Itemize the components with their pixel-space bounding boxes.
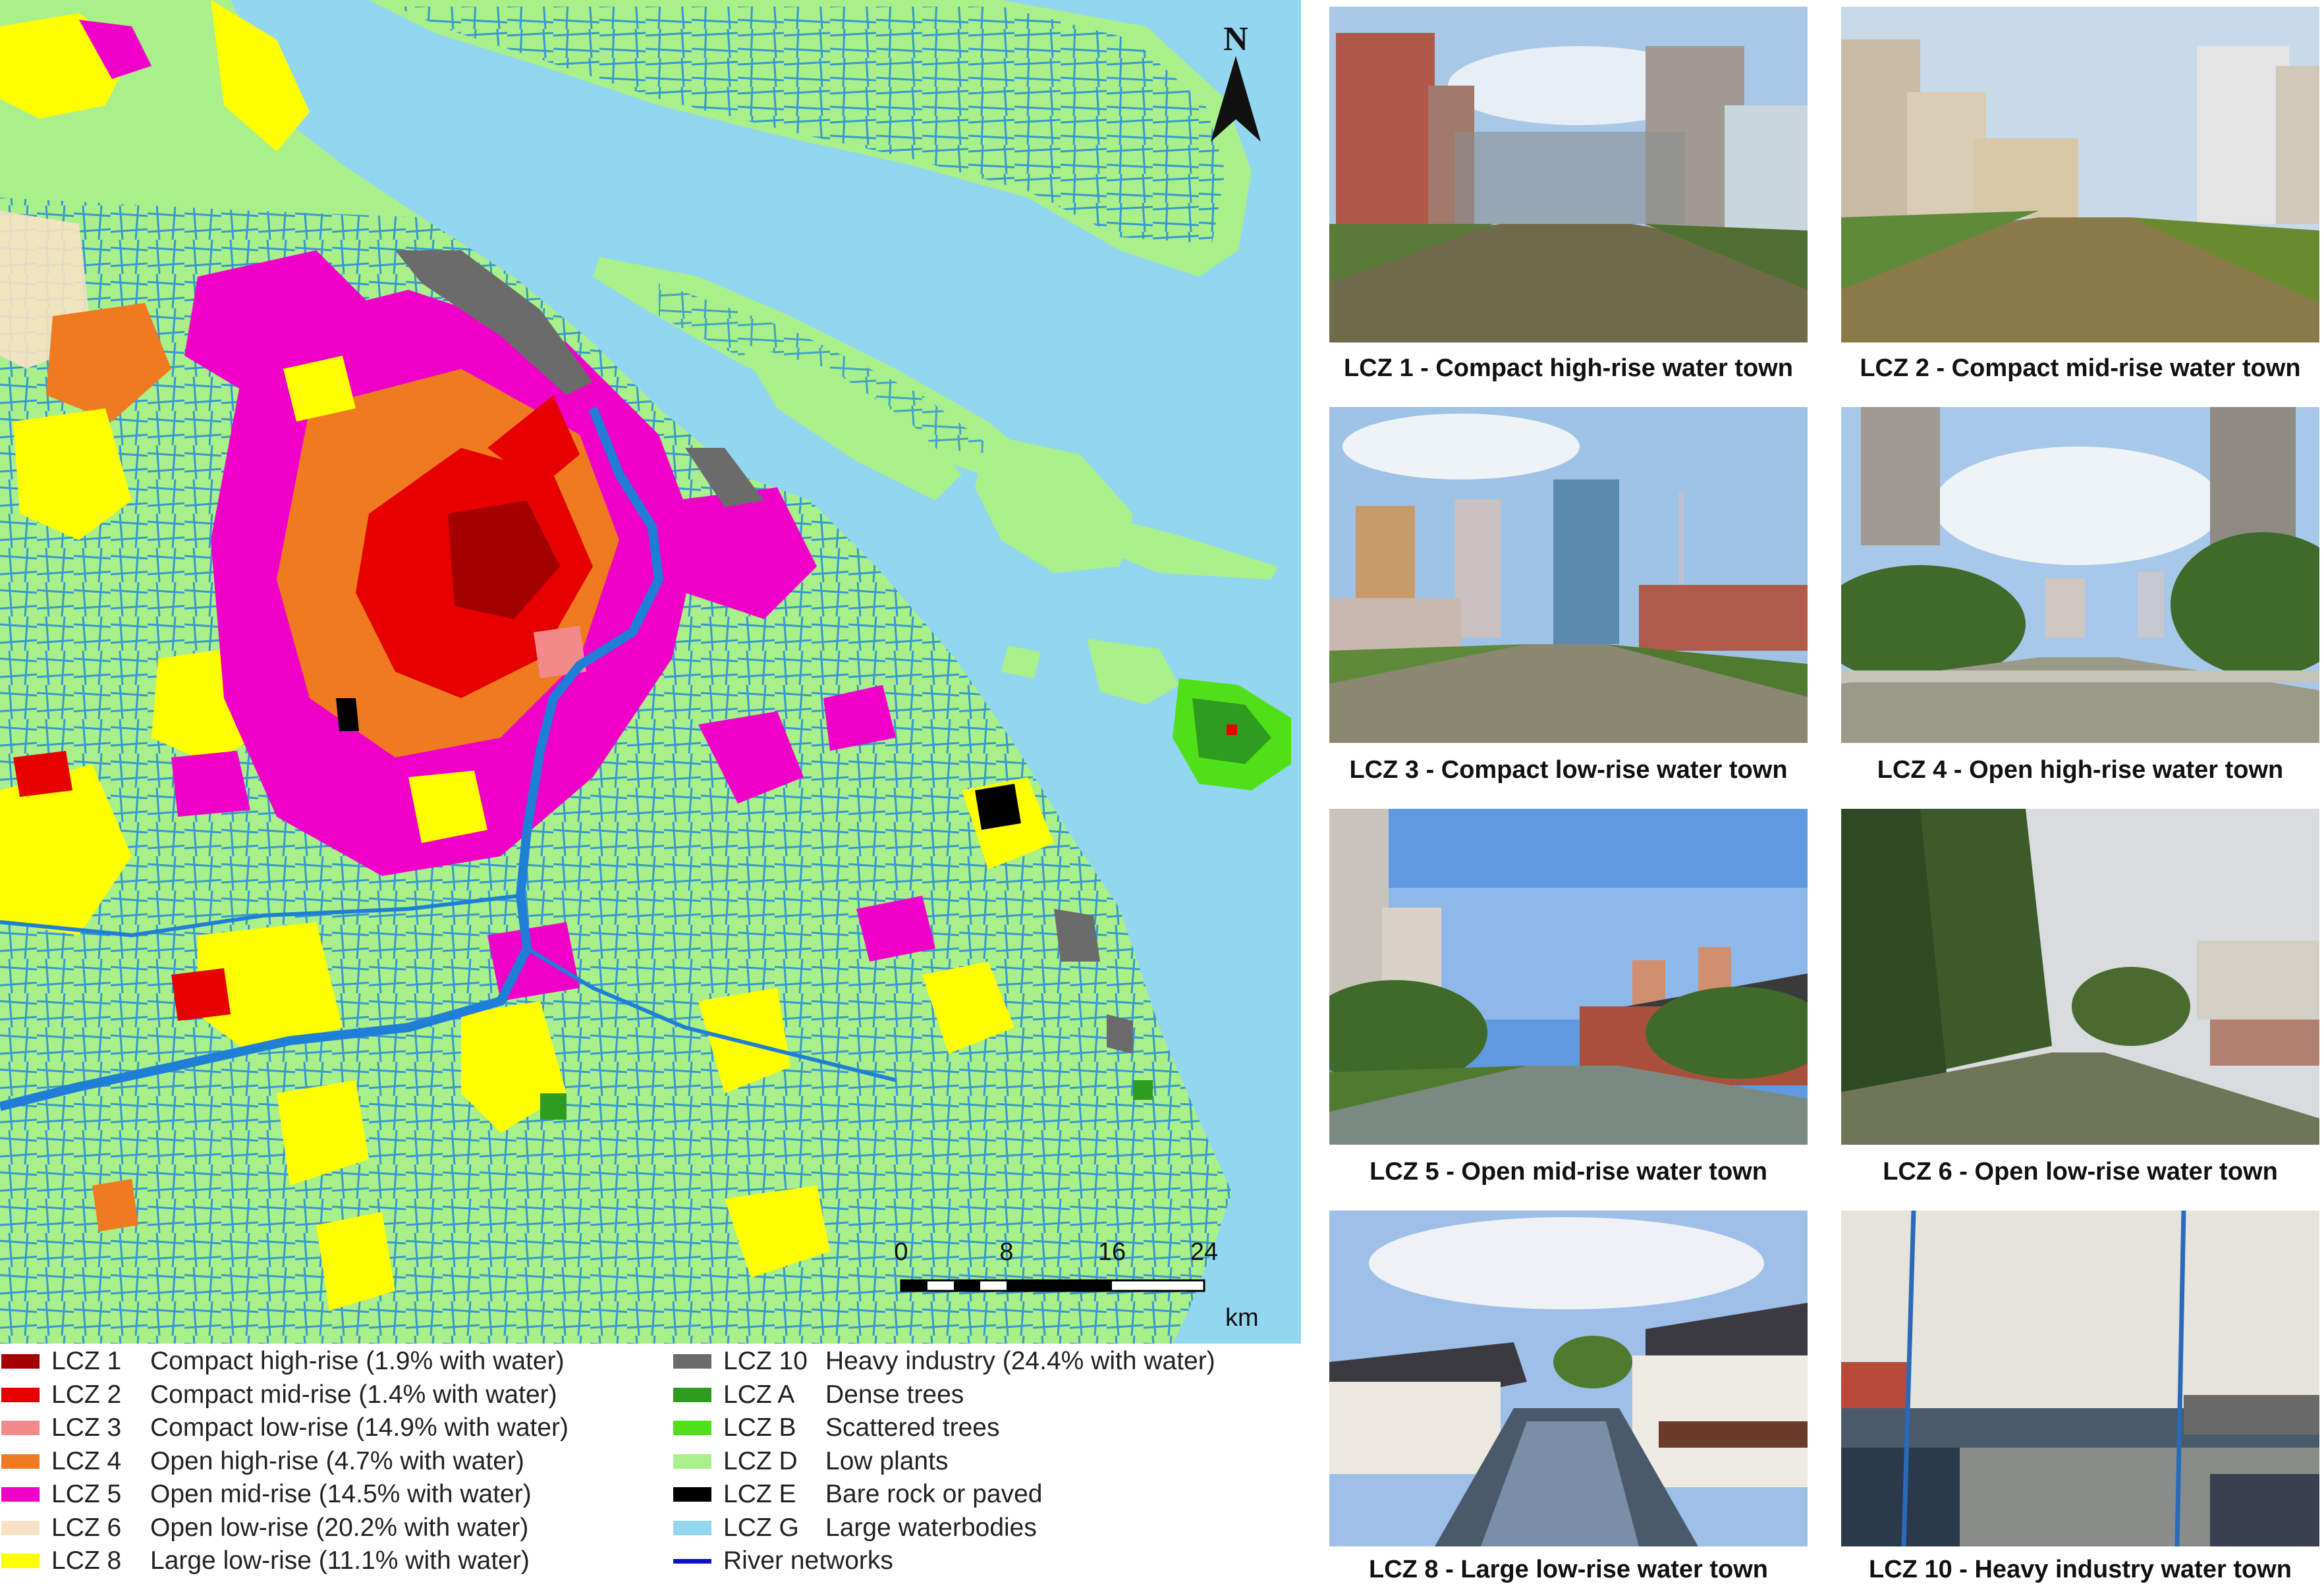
legend-swatch	[673, 1454, 711, 1469]
photo-lcz-4-image	[1841, 407, 2319, 743]
legend: LCZ 1 Compact high-rise (1.9% with water)…	[0, 1344, 1301, 1583]
legend-code: LCZ 4	[51, 1446, 122, 1475]
north-label: N	[1223, 20, 1248, 58]
legend-label: Open low-rise (20.2% with water)	[150, 1513, 529, 1542]
legend-label: Heavy industry (24.4% with water)	[825, 1347, 1215, 1376]
legend-item: River networks	[672, 1544, 1215, 1578]
legend-code: LCZ 6	[51, 1513, 122, 1542]
photo-caption: LCZ 5 - Open mid-rise water town	[1370, 1158, 1767, 1186]
photo-lcz-2-image	[1841, 7, 2319, 342]
lcz-map: N 0 8 16 24 km	[0, 0, 1301, 1344]
photo-lcz-4	[1841, 407, 2319, 743]
legend-label: Compact low-rise (14.9% with water)	[150, 1413, 569, 1442]
legend-code: LCZ 3	[51, 1413, 122, 1442]
legend-label: Bare rock or paved	[825, 1480, 1043, 1509]
photo-lcz-6	[1841, 809, 2319, 1145]
legend-label: Compact high-rise (1.9% with water)	[150, 1347, 565, 1376]
photo-lcz-6-image	[1841, 809, 2319, 1145]
huangpu-river	[0, 406, 664, 1111]
legend-swatch	[1, 1487, 40, 1502]
photo-lcz-1	[1329, 7, 1808, 342]
legend-label: Open high-rise (4.7% with water)	[150, 1446, 524, 1475]
legend-code: LCZ 8	[51, 1546, 122, 1575]
legend-label: Low plants	[825, 1446, 949, 1475]
legend-swatch	[1, 1421, 40, 1436]
legend-item: LCZ B Scattered trees	[672, 1411, 1215, 1445]
photo-caption: LCZ 8 - Large low-rise water town	[1369, 1556, 1768, 1583]
photo-lcz-3	[1329, 407, 1808, 743]
legend-code: LCZ 10	[723, 1347, 808, 1376]
scale-unit: km	[1225, 1304, 1259, 1332]
legend-swatch	[673, 1421, 711, 1436]
scale-bar: 0 8 16 24 km	[894, 1238, 1258, 1332]
legend-item: LCZ E Bare rock or paved	[672, 1478, 1215, 1512]
legend-item: LCZ 5 Open mid-rise (14.5% with water)	[0, 1478, 568, 1512]
legend-swatch	[1, 1387, 40, 1402]
middle-island-4	[1093, 514, 1278, 580]
scale-tick-0: 0	[894, 1238, 908, 1266]
legend-code: LCZ A	[723, 1380, 795, 1409]
photo-lcz-8-image	[1329, 1211, 1808, 1546]
legend-item: LCZ 10 Heavy industry (24.4% with water)	[672, 1345, 1215, 1379]
legend-swatch	[673, 1558, 711, 1564]
scale-bar-graphic	[900, 1279, 1205, 1292]
photo-lcz-2	[1841, 7, 2319, 342]
middle-island-2	[738, 342, 962, 501]
legend-label: Large waterbodies	[825, 1513, 1037, 1542]
legend-code: LCZ 1	[51, 1347, 122, 1376]
legend-code: LCZ 2	[51, 1380, 122, 1409]
legend-column-1: LCZ 1 Compact high-rise (1.9% with water)…	[0, 1345, 568, 1578]
legend-item: LCZ 8 Large low-rise (11.1% with water)	[0, 1544, 568, 1578]
photo-lcz-1-image	[1329, 7, 1808, 342]
legend-swatch	[673, 1520, 711, 1535]
photo-lcz-10-image	[1841, 1211, 2319, 1546]
legend-code: LCZ D	[723, 1446, 798, 1475]
photo-lcz-5-image	[1329, 809, 1808, 1145]
legend-label: Large low-rise (11.1% with water)	[150, 1546, 530, 1575]
legend-label: River networks	[723, 1546, 893, 1575]
legend-item: LCZ 1 Compact high-rise (1.9% with water)	[0, 1345, 568, 1379]
legend-item: LCZ 2 Compact mid-rise (1.4% with water)	[0, 1379, 568, 1412]
legend-code: LCZ B	[723, 1413, 796, 1442]
map-canvas	[0, 0, 1301, 1344]
legend-item: LCZ 3 Compact low-rise (14.9% with water)	[0, 1411, 568, 1445]
photo-lcz-5	[1329, 809, 1808, 1145]
legend-swatch	[1, 1354, 40, 1369]
legend-swatch	[1, 1520, 40, 1535]
photo-lcz-8	[1329, 1211, 1808, 1546]
legend-label: Open mid-rise (14.5% with water)	[150, 1480, 532, 1509]
photo-lcz-3-image	[1329, 407, 1808, 743]
photo-caption: LCZ 4 - Open high-rise water town	[1877, 756, 2284, 784]
scale-tick-8: 8	[999, 1238, 1014, 1266]
legend-label: Compact mid-rise (1.4% with water)	[150, 1380, 557, 1409]
legend-label: Dense trees	[825, 1380, 964, 1409]
legend-swatch	[673, 1387, 711, 1402]
legend-item: LCZ D Low plants	[672, 1445, 1215, 1479]
legend-swatch	[673, 1487, 711, 1502]
legend-code: LCZ G	[723, 1513, 799, 1542]
legend-item: LCZ A Dense trees	[672, 1379, 1215, 1412]
legend-code: LCZ 5	[51, 1480, 122, 1509]
urban-patches	[0, 0, 1153, 1311]
legend-label: Scattered trees	[825, 1413, 1000, 1442]
photo-caption: LCZ 6 - Open low-rise water town	[1883, 1158, 2278, 1186]
scale-tick-16: 16	[1097, 1238, 1126, 1266]
legend-swatch	[1, 1554, 40, 1569]
north-arrow-icon	[1211, 56, 1261, 142]
photo-lcz-10	[1841, 1211, 2319, 1546]
legend-code: LCZ E	[723, 1480, 796, 1509]
legend-item: LCZ 6 Open low-rise (20.2% with water)	[0, 1512, 568, 1545]
scale-tick-24: 24	[1190, 1238, 1219, 1266]
photo-caption: LCZ 10 - Heavy industry water town	[1869, 1556, 2292, 1583]
photo-caption: LCZ 3 - Compact low-rise water town	[1349, 756, 1788, 784]
legend-swatch	[673, 1354, 711, 1369]
legend-swatch	[1, 1454, 40, 1469]
legend-column-2: LCZ 10 Heavy industry (24.4% with water) …	[672, 1345, 1215, 1578]
north-arrow: N	[1209, 20, 1262, 145]
legend-item: LCZ 4 Open high-rise (4.7% with water)	[0, 1445, 568, 1479]
legend-item: LCZ G Large waterbodies	[672, 1512, 1215, 1545]
photo-caption: LCZ 1 - Compact high-rise water town	[1344, 354, 1793, 382]
photo-caption: LCZ 2 - Compact mid-rise water town	[1860, 354, 2301, 382]
